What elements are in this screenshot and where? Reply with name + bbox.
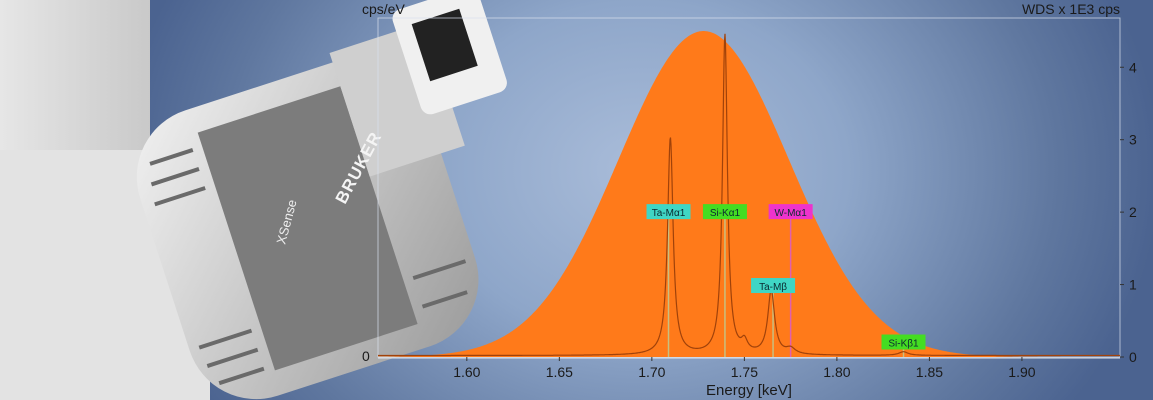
x-tick-label: 1.65 [546,364,573,380]
peak-label-bg [646,204,691,220]
x-tick-label: 1.90 [1008,364,1035,380]
x-tick-label: 1.75 [731,364,758,380]
peak-label-bg [751,278,796,294]
x-tick-label: 1.85 [916,364,943,380]
y-tick-label: 3 [1129,132,1137,148]
peak-label: Ta-Mβ [759,282,787,293]
x-axis-label: Energy [keV] [706,382,792,399]
y-tick-label: 1 [1129,277,1137,293]
y-left-zero-label: 0 [362,348,370,364]
x-tick-label: 1.60 [453,364,480,380]
detector-body [136,0,507,400]
peak-label: Si-Kα1 [710,208,741,219]
wds-spectrum-line [378,33,1120,357]
peak-label-bg [768,204,813,220]
x-tick-label: 1.70 [638,364,665,380]
detector-illustration: XSense BRUKER [0,0,507,400]
y-tick-label: 0 [1129,349,1137,365]
peak-label-bg [881,334,926,350]
eds-spectrum-area [378,31,1120,357]
y-tick-label: 2 [1129,204,1137,220]
x-tick-label: 1.80 [823,364,850,380]
y-tick-label: 4 [1129,59,1137,75]
y-right-label: WDS x 1E3 cps [1022,1,1120,17]
peak-label: W-Mα1 [775,208,808,219]
peak-label: Ta-Mα1 [652,208,686,219]
y-left-label: cps/eV [362,1,405,17]
peak-label: Si-Kβ1 [888,339,919,350]
peak-label-bg [702,204,747,220]
